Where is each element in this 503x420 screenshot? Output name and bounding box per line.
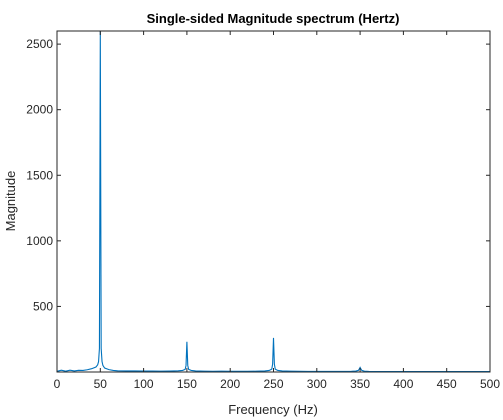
- x-tick-label: 150: [177, 377, 197, 391]
- y-tick-label: 2500: [26, 37, 53, 51]
- x-tick-label: 500: [480, 377, 500, 391]
- x-tick-label: 200: [220, 377, 240, 391]
- series-line-0: [57, 31, 490, 372]
- y-tick-label: 1500: [26, 168, 53, 182]
- x-tick-label: 0: [54, 377, 61, 391]
- x-axis-label: Frequency (Hz): [228, 402, 318, 417]
- y-axis-label: Magnitude: [3, 171, 18, 232]
- y-tick-label: 2000: [26, 103, 53, 117]
- chart-title: Single-sided Magnitude spectrum (Hertz): [147, 11, 400, 26]
- y-tick-label: 1000: [26, 234, 53, 248]
- x-tick-label: 100: [134, 377, 154, 391]
- x-tick-label: 300: [307, 377, 327, 391]
- x-tick-label: 400: [393, 377, 413, 391]
- x-tick-label: 250: [263, 377, 283, 391]
- x-tick-label: 350: [350, 377, 370, 391]
- y-tick-label: 500: [33, 299, 53, 313]
- plot-background: [57, 31, 490, 372]
- x-tick-label: 50: [94, 377, 108, 391]
- x-tick-label: 450: [437, 377, 457, 391]
